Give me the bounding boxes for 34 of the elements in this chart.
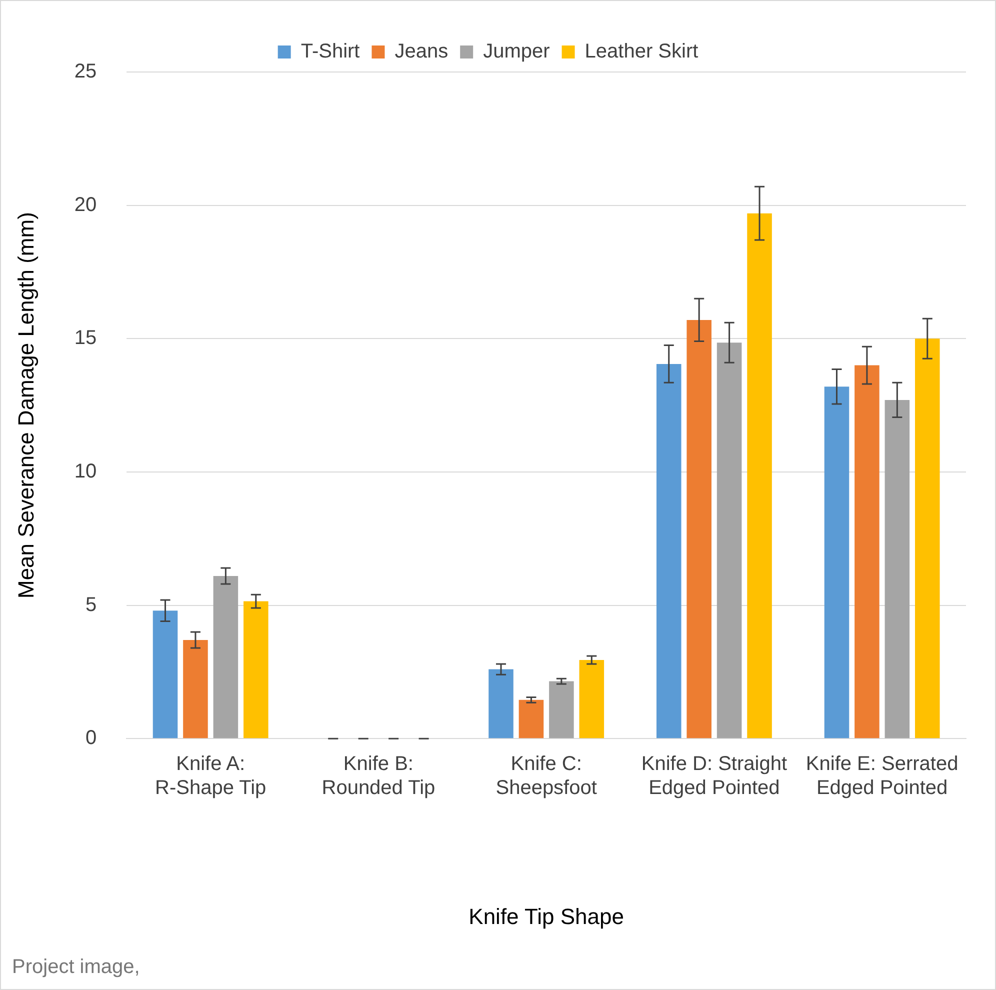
bar [579, 660, 604, 738]
x-tick-label: Knife E: Serrated Edged Pointed [806, 753, 958, 800]
y-tick-label: 5 [86, 594, 97, 616]
bar [854, 365, 880, 738]
bar [656, 364, 682, 738]
x-tick-label: Knife D: Straight Edged Pointed [641, 753, 788, 800]
bar [884, 400, 910, 738]
x-tick-label: Knife A: R-Shape Tip [154, 753, 266, 800]
y-tick-label: 15 [74, 327, 97, 350]
bar [244, 601, 268, 738]
legend-label: T-Shirt [300, 40, 360, 63]
legend-label: Leather Skirt [584, 40, 699, 63]
text: Project image, [12, 956, 140, 979]
bar [152, 610, 178, 738]
x-tick-label: Knife C: Sheepsfoot [496, 753, 598, 800]
legend-label: Jumper [483, 40, 550, 63]
bar [686, 320, 712, 738]
y-tick-label: 0 [86, 727, 97, 750]
legend-label: Jeans [394, 40, 448, 63]
bar [518, 700, 544, 738]
bar [747, 213, 772, 738]
bar [183, 640, 208, 738]
y-tick-label: 25 [74, 60, 97, 83]
y-tick-label: 20 [74, 194, 97, 216]
bar [915, 338, 940, 738]
bar [488, 669, 514, 738]
bar [549, 681, 574, 738]
y-tick-label: 10 [74, 460, 97, 482]
bar [824, 386, 850, 738]
x-axis-title: Knife Tip Shape [468, 904, 624, 929]
y-axis-title: Mean Severance Damage Length (mm) [13, 212, 38, 599]
bar [213, 576, 238, 738]
bar [716, 342, 742, 738]
x-tick-label: Knife B: Rounded Tip [322, 753, 436, 800]
